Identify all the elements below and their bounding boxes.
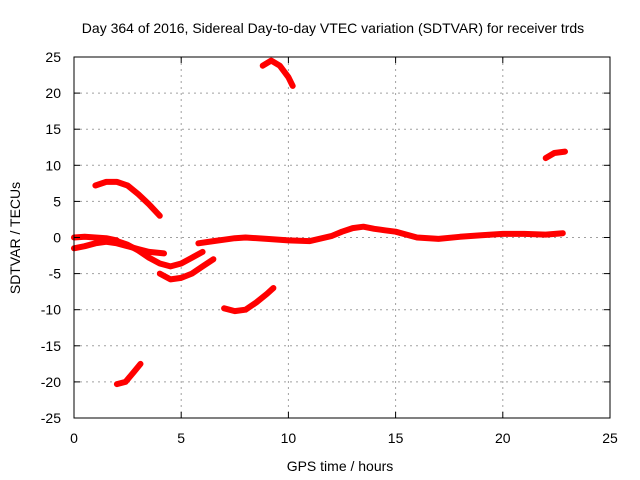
y-tick-label: 25 <box>45 49 61 65</box>
y-tick-label: -20 <box>41 374 61 390</box>
plot-frame <box>73 56 611 419</box>
y-tick-label: -15 <box>41 338 61 354</box>
y-tick-label: -10 <box>41 302 61 318</box>
y-axis-label: SDTVAR / TECUs <box>7 182 23 294</box>
trace-right-arc <box>542 148 568 162</box>
y-tick-label: -5 <box>49 266 62 282</box>
y-tick-label: 0 <box>53 230 61 246</box>
x-tick-label: 0 <box>70 430 78 446</box>
trace-dip-b <box>156 256 217 283</box>
trace-bottom-arc <box>113 360 144 388</box>
x-tick-label: 10 <box>281 430 297 446</box>
y-tick-label: 20 <box>45 85 61 101</box>
x-tick-label: 15 <box>388 430 404 446</box>
plot-data <box>71 57 568 388</box>
tick-labels: 0 5 10 15 20 25 25 20 15 10 5 0 -5 -10 -15 -20 -25 <box>41 49 618 446</box>
grid <box>74 57 610 418</box>
x-tick-label: 5 <box>177 430 185 446</box>
y-tick-label: -25 <box>41 410 61 426</box>
y-tick-label: 15 <box>45 121 61 137</box>
trace-top-arc <box>259 57 296 89</box>
y-tick-label: 5 <box>53 193 61 209</box>
x-tick-label: 25 <box>602 430 618 446</box>
chart-title: Day 364 of 2016, Sidereal Day-to-day VTE… <box>82 20 584 36</box>
trace-main <box>195 223 566 247</box>
trace-early-upper <box>71 233 120 244</box>
x-axis-label: GPS time / hours <box>287 458 394 474</box>
axis-ticks <box>73 56 611 419</box>
trace-mid-arc <box>92 178 163 219</box>
trace-dip-a <box>113 238 206 270</box>
y-tick-label: 10 <box>45 157 61 173</box>
x-tick-label: 20 <box>495 430 511 446</box>
trace-low-arc <box>221 285 277 315</box>
